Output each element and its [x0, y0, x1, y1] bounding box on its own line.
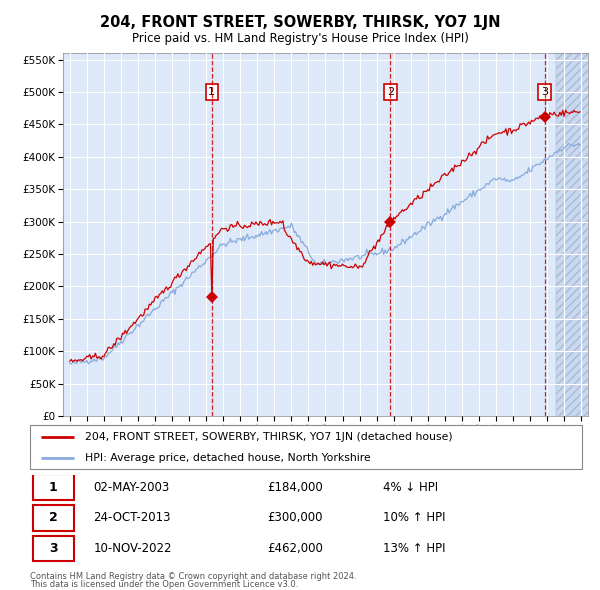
- Text: 10-NOV-2022: 10-NOV-2022: [94, 542, 172, 555]
- FancyBboxPatch shape: [33, 474, 74, 500]
- Text: 3: 3: [49, 542, 58, 555]
- Text: 2: 2: [49, 512, 58, 525]
- FancyBboxPatch shape: [33, 505, 74, 531]
- Text: 204, FRONT STREET, SOWERBY, THIRSK, YO7 1JN (detached house): 204, FRONT STREET, SOWERBY, THIRSK, YO7 …: [85, 432, 453, 442]
- Text: 1: 1: [208, 87, 215, 97]
- Text: Contains HM Land Registry data © Crown copyright and database right 2024.: Contains HM Land Registry data © Crown c…: [30, 572, 356, 581]
- Text: 4% ↓ HPI: 4% ↓ HPI: [383, 481, 439, 494]
- FancyBboxPatch shape: [30, 425, 582, 469]
- Text: 13% ↑ HPI: 13% ↑ HPI: [383, 542, 446, 555]
- Bar: [556, 53, 590, 416]
- Text: 24-OCT-2013: 24-OCT-2013: [94, 512, 171, 525]
- Bar: [556, 53, 590, 416]
- FancyBboxPatch shape: [33, 536, 74, 561]
- Text: 02-MAY-2003: 02-MAY-2003: [94, 481, 170, 494]
- Text: 204, FRONT STREET, SOWERBY, THIRSK, YO7 1JN: 204, FRONT STREET, SOWERBY, THIRSK, YO7 …: [100, 15, 500, 30]
- Text: 3: 3: [541, 87, 548, 97]
- Text: HPI: Average price, detached house, North Yorkshire: HPI: Average price, detached house, Nort…: [85, 453, 371, 463]
- Text: 10% ↑ HPI: 10% ↑ HPI: [383, 512, 446, 525]
- Text: £462,000: £462,000: [268, 542, 323, 555]
- Text: Price paid vs. HM Land Registry's House Price Index (HPI): Price paid vs. HM Land Registry's House …: [131, 32, 469, 45]
- Text: £300,000: £300,000: [268, 512, 323, 525]
- Text: 2: 2: [387, 87, 394, 97]
- Text: This data is licensed under the Open Government Licence v3.0.: This data is licensed under the Open Gov…: [30, 579, 298, 589]
- Text: 1: 1: [49, 481, 58, 494]
- Text: £184,000: £184,000: [268, 481, 323, 494]
